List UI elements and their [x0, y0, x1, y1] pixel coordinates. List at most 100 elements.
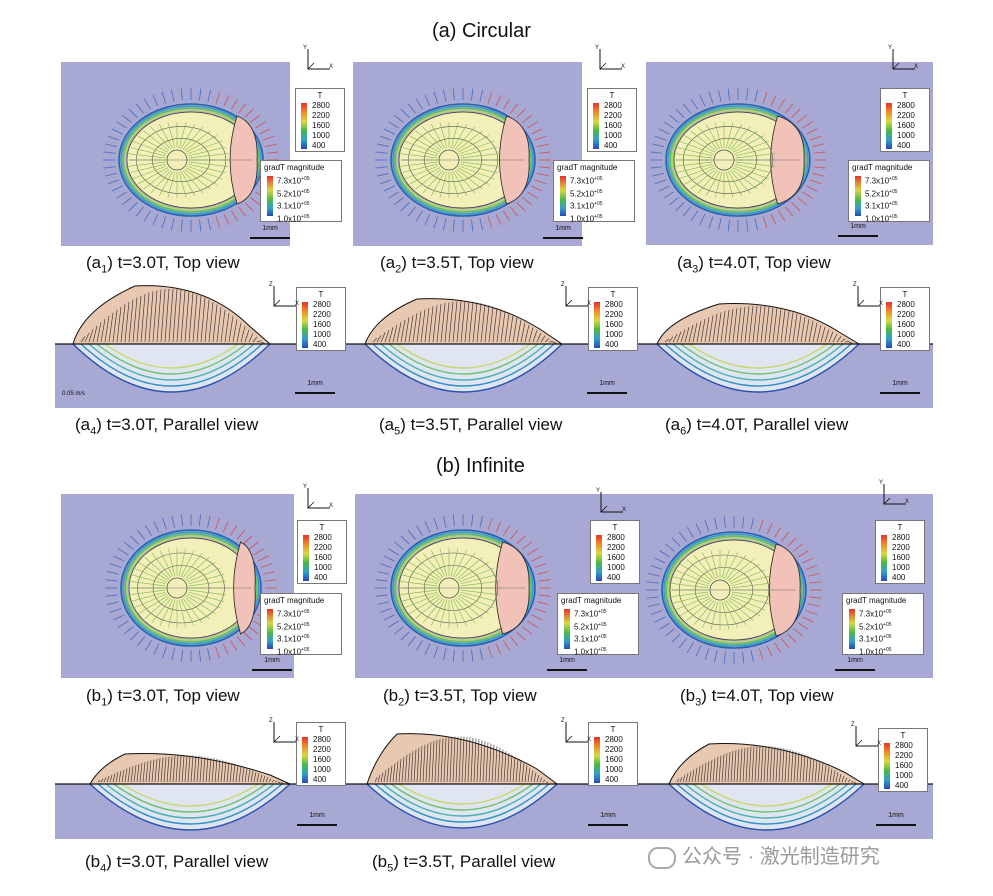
colorbar-title: T	[319, 523, 325, 532]
panel-a2-top-view	[353, 62, 582, 246]
gradient-colorbar-ticks: 7.3x10+05 5.2x10+05 3.1x10+05 1.0x10+05	[277, 176, 310, 224]
temperature-colorbar: T 2800 2200 1600 1000 400	[587, 88, 637, 152]
colorbar-title: T	[897, 523, 903, 532]
gradient-colorbar-ticks: 7.3x10+05 5.2x10+05 3.1x10+05 1.0x10+05	[277, 609, 310, 657]
colorbar-ticks: 2800 2200 1600 1000 400	[312, 101, 330, 150]
gradient-colorbar: gradT magnitude 7.3x10+05 5.2x10+05 3.1x10+…	[842, 593, 924, 657]
caption-a2: (a2) t=3.5T, Top view	[380, 253, 534, 276]
temperature-colorbar: T 2800 2200 1600 1000 400	[590, 520, 640, 584]
colorbar-ticks: 2800 2200 1600 1000 400	[604, 101, 622, 150]
section-title-circular: (a) Circular	[432, 20, 531, 42]
panel-a1-top-view	[61, 62, 290, 246]
colorbar-title: T	[902, 91, 908, 100]
temperature-colorbar: T 2800 2200 1600 1000 400	[588, 722, 638, 786]
colorbar-ticks: 2800 2200 1600 1000 400	[607, 533, 625, 582]
scale-bar: 1mm	[252, 657, 292, 671]
gradient-colorbar-ticks: 7.3x10+05 5.2x10+05 3.1x10+05 1.0x10+05	[865, 176, 898, 224]
gradient-colorbar-ticks: 7.3x10+05 5.2x10+05 3.1x10+05 1.0x10+05	[574, 609, 607, 657]
colorbar-ticks: 2800 2200 1600 1000 400	[892, 533, 910, 582]
gradient-colorbar: gradT magnitude 7.3x10+05 5.2x10+05 3.1x10+…	[260, 160, 342, 224]
caption-a1: (a1) t=3.0T, Top view	[86, 253, 240, 276]
section-title-infinite: (b) Infinite	[436, 455, 525, 477]
colorbar-title: T	[318, 725, 324, 734]
scale-bar: 1mm	[547, 657, 587, 671]
simulation-plot	[646, 516, 822, 664]
caption-a5: (a5) t=3.5T, Parallel view	[379, 415, 563, 438]
caption-a6: (a6) t=4.0T, Parallel view	[665, 415, 849, 438]
colorbar-ticks: 2800 2200 1600 1000 400	[605, 735, 623, 784]
temperature-colorbar: T 2800 2200 1600 1000 400	[880, 287, 930, 351]
colorbar-title: T	[902, 290, 908, 299]
temperature-colorbar: T 2800 2200 1600 1000 400	[296, 722, 346, 786]
caption-b1: (b1) t=3.0T, Top view	[86, 686, 240, 709]
gradient-colorbar: gradT magnitude 7.3x10+05 5.2x10+05 3.1x10+…	[557, 593, 639, 657]
gradient-colorbar-title: gradT magnitude	[264, 596, 325, 605]
scale-bar: 1mm	[250, 225, 290, 239]
colorbar-title: T	[609, 91, 615, 100]
temperature-colorbar: T 2800 2200 1600 1000 400	[295, 88, 345, 152]
colorbar-title: T	[317, 91, 323, 100]
scale-bar: 1mm	[880, 380, 920, 394]
caption-a3: (a3) t=4.0T, Top view	[677, 253, 831, 276]
scale-bar: 1mm	[835, 657, 875, 671]
colorbar-ticks: 2800 2200 1600 1000 400	[605, 300, 623, 349]
gradient-colorbar: gradT magnitude 7.3x10+05 5.2x10+05 3.1x10+…	[260, 593, 342, 657]
caption-b2: (b2) t=3.5T, Top view	[383, 686, 537, 709]
colorbar-title: T	[318, 290, 324, 299]
temperature-colorbar: T 2800 2200 1600 1000 400	[878, 728, 928, 792]
gradient-colorbar-ticks: 7.3x10+05 5.2x10+05 3.1x10+05 1.0x10+05	[859, 609, 892, 657]
colorbar-title: T	[610, 725, 616, 734]
gradient-colorbar-ticks: 7.3x10+05 5.2x10+05 3.1x10+05 1.0x10+05	[570, 176, 603, 224]
colorbar-ticks: 2800 2200 1600 1000 400	[895, 741, 913, 790]
scale-bar: 1mm	[295, 380, 335, 394]
scale-bar: 1mm	[543, 225, 583, 239]
gradient-colorbar-title: gradT magnitude	[264, 163, 325, 172]
colorbar-ticks: 2800 2200 1600 1000 400	[313, 300, 331, 349]
gradient-colorbar-title: gradT magnitude	[557, 163, 618, 172]
scale-bar: 1mm	[876, 812, 916, 826]
gradient-colorbar: gradT magnitude 7.3x10+05 5.2x10+05 3.1x10+…	[553, 160, 635, 224]
temperature-colorbar: T 2800 2200 1600 1000 400	[880, 88, 930, 152]
scale-bar: 1mm	[587, 380, 627, 394]
gradient-colorbar: gradT magnitude 7.3x10+05 5.2x10+05 3.1x10+…	[848, 160, 930, 224]
caption-b4: (b4) t=3.0T, Parallel view	[85, 852, 269, 875]
wechat-icon	[648, 846, 676, 869]
scale-bar: 1mm	[297, 812, 337, 826]
simulation-plot	[375, 88, 551, 232]
colorbar-title: T	[900, 731, 906, 740]
gradient-colorbar-title: gradT magnitude	[561, 596, 622, 605]
temperature-colorbar: T 2800 2200 1600 1000 400	[875, 520, 925, 584]
colorbar-ticks: 2800 2200 1600 1000 400	[314, 533, 332, 582]
simulation-plot	[650, 88, 826, 232]
temperature-colorbar: T 2800 2200 1600 1000 400	[297, 520, 347, 584]
temperature-colorbar: T 2800 2200 1600 1000 400	[588, 287, 638, 351]
watermark: 公众号 · 激光制造研究	[648, 840, 880, 869]
colorbar-ticks: 2800 2200 1600 1000 400	[897, 300, 915, 349]
simulation-plot	[103, 88, 279, 232]
simulation-plot	[375, 514, 551, 662]
caption-b5: (b5) t=3.5T, Parallel view	[372, 852, 556, 875]
panel-b1-top-view	[61, 494, 294, 678]
scale-bar: 1mm	[588, 812, 628, 826]
gradient-colorbar-title: gradT magnitude	[846, 596, 907, 605]
caption-b3: (b3) t=4.0T, Top view	[680, 686, 834, 709]
gradient-colorbar-title: gradT magnitude	[852, 163, 913, 172]
velocity-scale-label: 0.05 m/s	[62, 391, 86, 397]
caption-a4: (a4) t=3.0T, Parallel view	[75, 415, 259, 438]
temperature-colorbar: T 2800 2200 1600 1000 400	[296, 287, 346, 351]
colorbar-ticks: 2800 2200 1600 1000 400	[897, 101, 915, 150]
colorbar-title: T	[612, 523, 618, 532]
colorbar-ticks: 2800 2200 1600 1000 400	[313, 735, 331, 784]
